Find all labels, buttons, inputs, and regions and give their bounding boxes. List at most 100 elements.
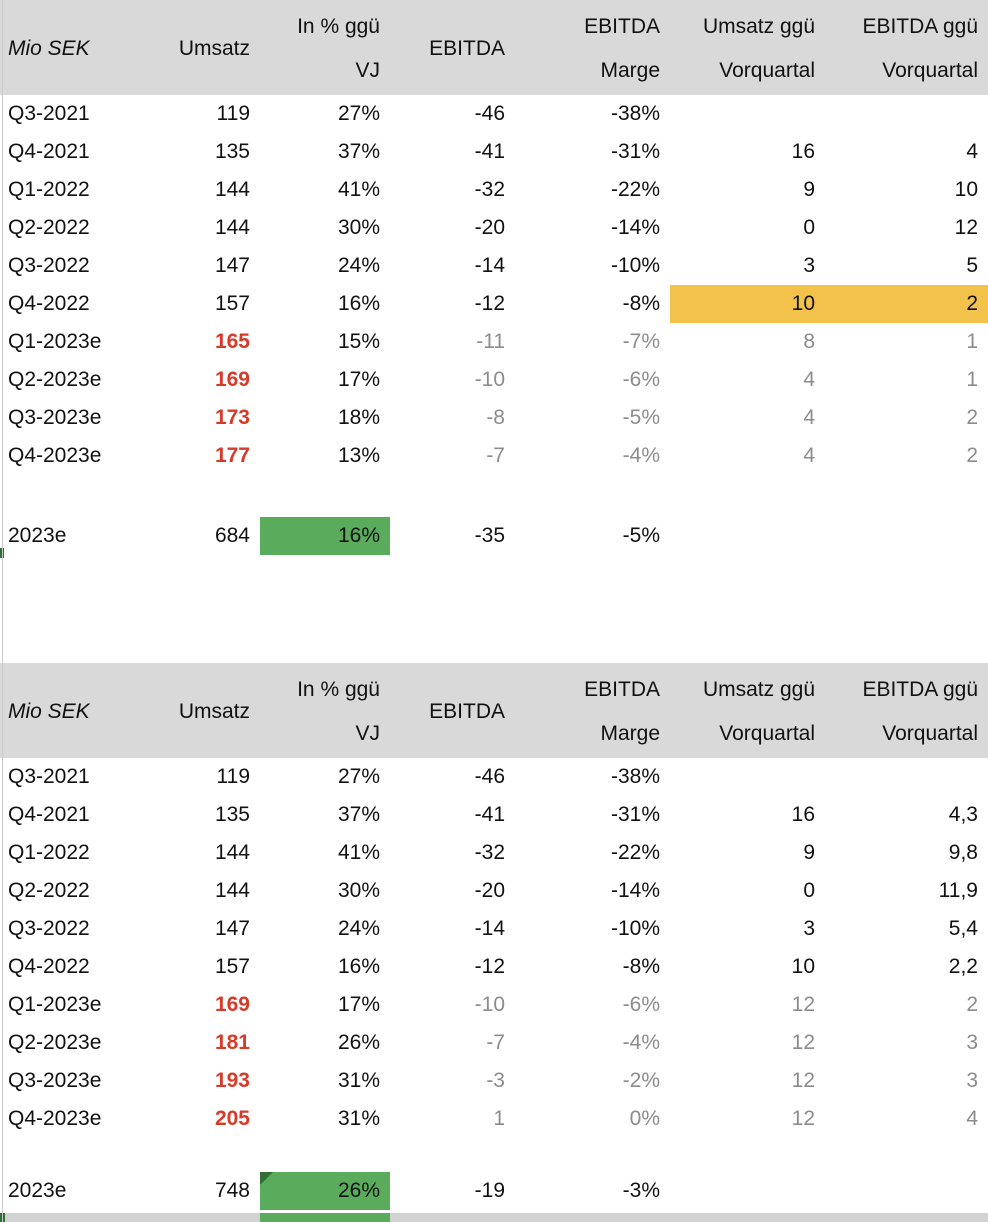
cell-ebitda[interactable]: -3 [486, 1069, 505, 1092]
cell-ebitda-qoq[interactable] [825, 758, 988, 796]
cell-quarter-label[interactable]: Q4-2021 [8, 140, 90, 163]
cell-ebitda[interactable]: -12 [474, 955, 505, 978]
cell-umsatz[interactable]: 205 [214, 1107, 250, 1130]
cell-ebitda-marge[interactable]: -31% [610, 140, 660, 163]
cell-total-empty[interactable] [670, 517, 825, 555]
cell-quarter-label[interactable]: Q2-2023e [8, 368, 102, 391]
header-cell-ebitda-marge[interactable]: EBITDA Marge [515, 0, 670, 95]
cell-umsatz[interactable]: 147 [214, 254, 250, 277]
cell-pct-vj[interactable]: 37% [337, 803, 380, 826]
cell-umsatz[interactable]: 169 [214, 993, 250, 1016]
cell-ebitda-qoq[interactable]: 4 [966, 1107, 978, 1130]
cell-quarter-label[interactable]: Q1-2022 [8, 178, 90, 201]
cell-ebitda-marge[interactable]: -6% [622, 993, 660, 1016]
cell-umsatz-qoq[interactable]: 3 [803, 254, 815, 277]
header-cell-umsatz-qoq[interactable]: Umsatz ggü Vorquartal [670, 0, 825, 95]
cell-umsatz-qoq[interactable]: 9 [803, 841, 815, 864]
cell-pct-vj[interactable]: 30% [337, 879, 380, 902]
cell-umsatz[interactable]: 119 [216, 102, 250, 125]
cell-umsatz[interactable]: 144 [214, 841, 250, 864]
cell-ebitda-qoq[interactable]: 4,3 [948, 803, 978, 826]
cell-pct-vj[interactable]: 31% [337, 1107, 380, 1130]
cell-umsatz-qoq[interactable]: 9 [803, 178, 815, 201]
cell-total-pct-vj[interactable]: 26% [260, 1172, 390, 1210]
cell-pct-vj[interactable]: 26% [337, 1031, 380, 1054]
cell-ebitda-qoq[interactable]: 9,8 [948, 841, 978, 864]
cell-quarter-label[interactable]: Q1-2022 [8, 841, 90, 864]
cell-ebitda-qoq[interactable]: 11,9 [938, 879, 978, 902]
cell-quarter-label[interactable]: Q3-2023e [8, 1069, 102, 1092]
cell-pct-vj[interactable]: 37% [337, 140, 380, 163]
header-cell-mio-sek[interactable]: Mio SEK [0, 663, 135, 758]
cell-ebitda-qoq[interactable]: 5,4 [948, 917, 978, 940]
cell-umsatz-qoq[interactable]: 16 [791, 803, 815, 826]
cell-pct-vj[interactable]: 24% [337, 917, 380, 940]
header-cell-ebitda-qoq[interactable]: EBITDA ggü Vorquartal [825, 0, 988, 95]
cell-ebitda[interactable]: -12 [474, 292, 505, 315]
cell-pct-vj[interactable]: 15% [337, 330, 380, 353]
cell-ebitda[interactable]: -8 [486, 406, 505, 429]
cell-umsatz[interactable]: 193 [214, 1069, 250, 1092]
cell-umsatz[interactable]: 147 [214, 917, 250, 940]
cell-total-label[interactable]: 2023e [8, 524, 67, 547]
cell-total-umsatz[interactable]: 684 [214, 524, 250, 547]
cell-pct-vj[interactable]: 16% [337, 292, 380, 315]
cell-ebitda-marge[interactable]: -4% [622, 1031, 660, 1054]
cell-quarter-label[interactable]: Q4-2023e [8, 444, 102, 467]
cell-ebitda-marge[interactable]: -8% [622, 955, 660, 978]
cell-pct-vj[interactable]: 17% [337, 993, 380, 1016]
cell-umsatz[interactable]: 119 [216, 765, 250, 788]
cell-pct-vj[interactable]: 27% [337, 765, 380, 788]
cell-ebitda-marge[interactable]: -6% [622, 368, 660, 391]
cell-ebitda-marge[interactable]: 0% [629, 1107, 660, 1130]
cell-quarter-label[interactable]: Q4-2023e [8, 1107, 102, 1130]
cell-ebitda-marge[interactable]: -14% [610, 216, 660, 239]
cell-umsatz[interactable]: 181 [214, 1031, 250, 1054]
cell-total-ebitda[interactable]: -19 [474, 1179, 505, 1202]
header-cell-mio-sek[interactable]: Mio SEK [0, 0, 135, 95]
cell-ebitda-marge[interactable]: -22% [610, 841, 660, 864]
header-cell-umsatz-qoq[interactable]: Umsatz ggü Vorquartal [670, 663, 825, 758]
cell-umsatz[interactable]: 144 [214, 216, 250, 239]
cell-umsatz-qoq[interactable] [670, 758, 825, 796]
cell-umsatz-qoq[interactable]: 12 [791, 1107, 815, 1130]
cell-ebitda-marge[interactable]: -4% [622, 444, 660, 467]
cell-ebitda-qoq[interactable]: 3 [966, 1031, 978, 1054]
cell-ebitda-qoq[interactable]: 2,2 [948, 955, 978, 978]
cell-ebitda-qoq[interactable]: 5 [966, 254, 978, 277]
cell-ebitda[interactable]: -20 [474, 216, 505, 239]
cell-ebitda[interactable]: -14 [474, 917, 505, 940]
cell-quarter-label[interactable]: Q3-2021 [8, 102, 90, 125]
cell-umsatz-qoq[interactable]: 12 [791, 1031, 815, 1054]
cell-ebitda-marge[interactable]: -22% [610, 178, 660, 201]
header-cell-pct-vj[interactable]: In % ggü VJ [260, 0, 390, 95]
cell-total-pct-vj[interactable]: 16% [260, 517, 390, 555]
cell-umsatz-qoq[interactable]: 4 [803, 444, 815, 467]
cell-total-label[interactable]: 2023e [8, 1179, 67, 1202]
cell-ebitda-marge[interactable]: -10% [610, 917, 660, 940]
cell-pct-vj[interactable]: 13% [337, 444, 380, 467]
cell-umsatz-qoq[interactable]: 12 [791, 993, 815, 1016]
cell-pct-vj[interactable]: 18% [337, 406, 380, 429]
cell-quarter-label[interactable]: Q4-2022 [8, 955, 90, 978]
cell-total-empty[interactable] [825, 1172, 988, 1210]
cell-ebitda-qoq[interactable]: 1 [966, 330, 978, 353]
cell-ebitda[interactable]: 1 [493, 1107, 505, 1130]
header-cell-umsatz[interactable]: Umsatz [135, 0, 260, 95]
cell-ebitda[interactable]: -14 [474, 254, 505, 277]
cell-ebitda[interactable]: -32 [474, 178, 505, 201]
cell-umsatz[interactable]: 169 [214, 368, 250, 391]
cell-umsatz-qoq[interactable]: 3 [803, 917, 815, 940]
cell-ebitda-qoq[interactable]: 2 [966, 993, 978, 1016]
cell-umsatz-qoq[interactable]: 16 [791, 140, 815, 163]
cell-ebitda[interactable]: -7 [486, 444, 505, 467]
cell-umsatz-qoq[interactable]: 0 [803, 879, 815, 902]
cell-umsatz-qoq[interactable]: 4 [803, 406, 815, 429]
cell-ebitda[interactable]: -7 [486, 1031, 505, 1054]
cell-quarter-label[interactable]: Q1-2023e [8, 993, 102, 1016]
cell-quarter-label[interactable]: Q3-2021 [8, 765, 90, 788]
cell-umsatz-qoq[interactable]: 8 [803, 330, 815, 353]
header-cell-ebitda-marge[interactable]: EBITDA Marge [515, 663, 670, 758]
cell-pct-vj[interactable]: 17% [337, 368, 380, 391]
cell-ebitda[interactable]: -20 [474, 879, 505, 902]
